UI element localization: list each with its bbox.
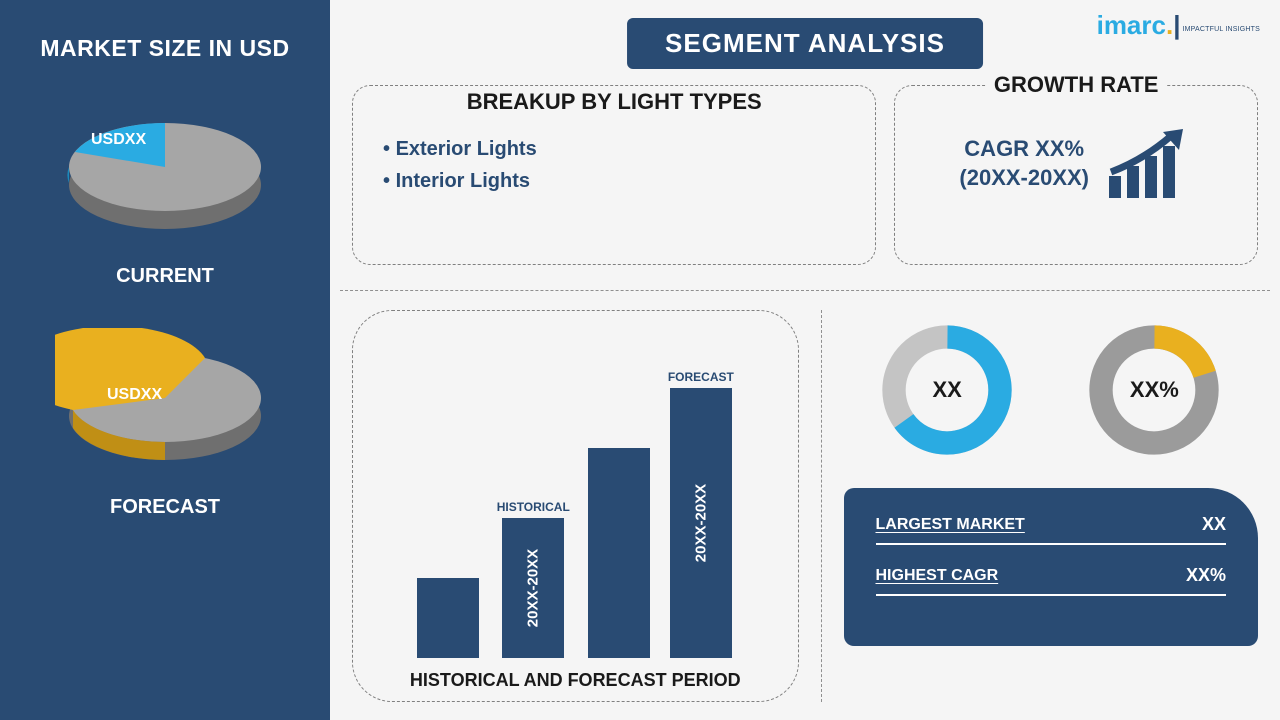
donut-1-value: XX [932, 377, 961, 403]
breakup-item: Exterior Lights [383, 133, 855, 165]
right-panel: XX XX% LARGEST MARKET XX HIGHEST C [821, 310, 1259, 702]
pie-forecast-value: USDXX [107, 386, 162, 404]
pie-current-caption: CURRENT [55, 265, 275, 288]
divider [340, 290, 1270, 291]
logo-subtitle: IMPACTFUL INSIGHTS [1183, 26, 1261, 33]
sidebar-title: MARKET SIZE IN USD [40, 35, 289, 62]
bar [588, 448, 650, 658]
pie-current: USDXX CURRENT [55, 97, 275, 288]
growth-box: GROWTH RATE CAGR XX% (20XX-20XX) [894, 85, 1258, 265]
cagr-line2: (20XX-20XX) [959, 164, 1089, 193]
donut-2-value: XX% [1130, 377, 1179, 403]
bar [417, 578, 479, 658]
cagr-line1: CAGR XX% [959, 135, 1089, 164]
bar-vtext: 20XX-20XX [525, 549, 542, 627]
cagr-text: CAGR XX% (20XX-20XX) [959, 135, 1089, 192]
bar-top-label: FORECAST [668, 370, 734, 384]
bar-group [588, 444, 650, 658]
info-value: XX% [1186, 565, 1226, 586]
bar-group: FORECAST 20XX-20XX [668, 370, 734, 658]
growth-icon [1103, 124, 1193, 204]
historical-caption: HISTORICAL AND FORECAST PERIOD [368, 670, 783, 691]
main-panel: SEGMENT ANALYSIS imarc.|IMPACTFUL INSIGH… [330, 0, 1280, 720]
donut-2: XX% [1084, 320, 1224, 460]
breakup-list: Exterior Lights Interior Lights [373, 133, 855, 197]
logo-text: imarc [1097, 10, 1166, 40]
info-card: LARGEST MARKET XX HIGHEST CAGR XX% [844, 488, 1259, 646]
bar-vtext: 20XX-20XX [692, 484, 709, 562]
bar-top-label: HISTORICAL [497, 500, 570, 514]
main-title: SEGMENT ANALYSIS [627, 18, 983, 69]
pie-current-chart [55, 97, 275, 247]
info-row: LARGEST MARKET XX [876, 514, 1227, 535]
pie-forecast: USDXX FORECAST [55, 328, 275, 519]
info-label: HIGHEST CAGR [876, 567, 999, 585]
pie-current-value: USDXX [91, 131, 146, 149]
bar-group [417, 574, 479, 658]
breakup-box: BREAKUP BY LIGHT TYPES Exterior Lights I… [352, 85, 876, 265]
bar-group: HISTORICAL 20XX-20XX [497, 500, 570, 658]
donut-1: XX [877, 320, 1017, 460]
breakup-item: Interior Lights [383, 165, 855, 197]
bar: 20XX-20XX [502, 518, 564, 658]
logo: imarc.|IMPACTFUL INSIGHTS [1097, 10, 1260, 41]
pie-forecast-chart [55, 328, 275, 478]
info-label: LARGEST MARKET [876, 516, 1025, 534]
bar-chart: HISTORICAL 20XX-20XX FORECAST 20XX-20XX [368, 331, 783, 658]
sidebar-market-size: MARKET SIZE IN USD USDXX CURRENT USDXX F… [0, 0, 330, 720]
bar: 20XX-20XX [670, 388, 732, 658]
info-value: XX [1202, 514, 1226, 535]
pie-forecast-caption: FORECAST [55, 496, 275, 519]
info-bar [876, 543, 1227, 545]
historical-box: HISTORICAL 20XX-20XX FORECAST 20XX-20XX HIS… [352, 310, 799, 702]
info-bar [876, 594, 1227, 596]
breakup-title: BREAKUP BY LIGHT TYPES [459, 89, 770, 115]
info-row: HIGHEST CAGR XX% [876, 565, 1227, 586]
growth-title: GROWTH RATE [986, 72, 1167, 98]
